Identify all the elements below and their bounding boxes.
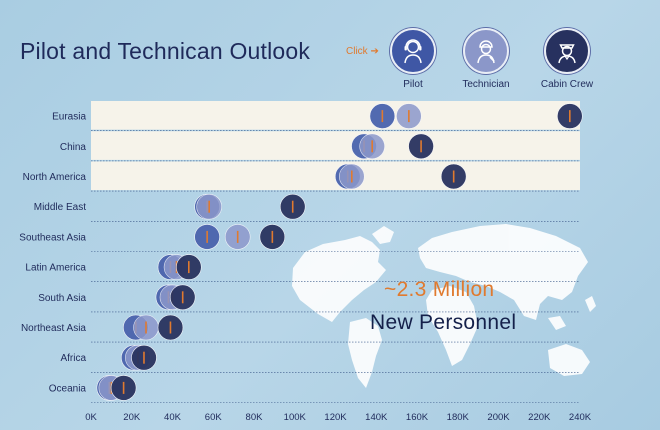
cabin-crew-label: Cabin Crew	[540, 79, 594, 90]
x-tick-label: 0K	[85, 412, 97, 423]
row-label: Latin America	[25, 263, 86, 274]
marker-cabin_crew[interactable]	[259, 224, 286, 250]
x-tick-label: 200K	[487, 412, 510, 423]
marker-technician[interactable]	[396, 103, 422, 129]
x-tick-label: 80K	[246, 412, 264, 423]
marker-cabin_crew[interactable]	[157, 314, 184, 341]
row-band	[91, 131, 580, 160]
x-tick-label: 160K	[406, 412, 429, 423]
marker-pilot[interactable]	[194, 224, 220, 250]
pilot-filter-button[interactable]: Pilot	[373, 28, 453, 90]
marker-cabin_crew[interactable]	[169, 284, 196, 311]
x-tick-label: 180K	[447, 412, 470, 423]
row-label: Northeast Asia	[21, 323, 86, 334]
x-tick-label: 100K	[284, 412, 307, 423]
world-map-icon	[292, 224, 596, 388]
page-title: Pilot and Technican Outlook	[20, 38, 311, 64]
x-tick-label: 40K	[164, 412, 182, 423]
marker-technician[interactable]	[359, 133, 385, 160]
marker-cabin_crew[interactable]	[176, 254, 202, 280]
row-band	[91, 101, 580, 130]
x-tick-label: 120K	[324, 412, 347, 423]
pilot-label: Pilot	[403, 79, 423, 90]
row-label: South Asia	[38, 293, 86, 304]
cabin-crew-filter-button[interactable]: Cabin Crew	[527, 28, 607, 90]
headline-caption: New Personnel	[370, 311, 517, 334]
row-label: Oceania	[49, 383, 87, 394]
technician-filter-button[interactable]: Technician	[446, 28, 526, 90]
marker-cabin_crew[interactable]	[440, 163, 467, 190]
row-label: North America	[23, 172, 87, 183]
technician-label: Technician	[462, 79, 510, 90]
x-tick-label: 140K	[365, 412, 388, 423]
headline-total: ~2.3 Million	[384, 278, 495, 301]
row-label: China	[60, 142, 87, 153]
marker-cabin_crew[interactable]	[408, 133, 434, 160]
technician-icon	[463, 28, 509, 74]
marker-cabin_crew[interactable]	[131, 344, 157, 371]
cabin-crew-icon	[544, 28, 590, 74]
marker-cabin_crew[interactable]	[557, 103, 583, 129]
marker-technician[interactable]	[196, 193, 222, 220]
row-label: Eurasia	[52, 112, 86, 123]
row-label: Southeast Asia	[19, 232, 86, 243]
x-tick-label: 20K	[123, 412, 141, 423]
marker-technician[interactable]	[133, 314, 159, 341]
pilot-icon	[390, 28, 436, 74]
x-tick-label: 60K	[205, 412, 223, 423]
row-label: Africa	[60, 353, 86, 364]
x-tick-label: 220K	[528, 412, 551, 423]
marker-technician[interactable]	[338, 163, 365, 190]
marker-technician[interactable]	[224, 224, 251, 250]
x-tick-label: 240K	[569, 412, 592, 423]
marker-cabin_crew[interactable]	[110, 375, 137, 401]
click-hint: Click ➔	[346, 46, 379, 57]
marker-cabin_crew[interactable]	[279, 193, 306, 220]
row-label: Middle East	[34, 202, 86, 213]
marker-pilot[interactable]	[369, 103, 396, 129]
